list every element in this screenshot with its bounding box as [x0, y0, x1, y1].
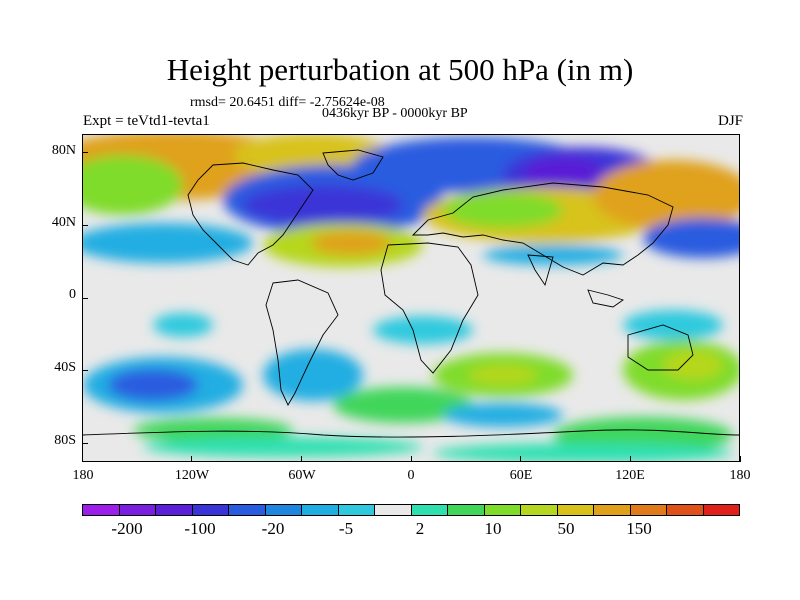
figure-title: Height perturbation at 500 hPa (in m) [166, 52, 634, 87]
colorbar-segment [484, 505, 521, 515]
coastlines [83, 149, 739, 438]
experiment-label: Expt = teVtd1-tevta1 [83, 113, 210, 129]
colorbar-label: -5 [338, 519, 354, 538]
y-tick [82, 370, 88, 372]
colorbar-segment [594, 505, 631, 515]
season-label: DJF [717, 113, 743, 129]
x-label-60w: 60W [288, 468, 316, 483]
contour-map [83, 135, 739, 461]
colorbar-label: -100 [184, 519, 216, 538]
colorbar [82, 504, 740, 516]
x-tick [410, 456, 412, 462]
x-label-120w: 120W [174, 468, 210, 483]
colorbar-label: 150 [626, 519, 652, 538]
x-label-0: 0 [407, 468, 415, 483]
colorbar-segment [229, 505, 266, 515]
colorbar-segment [375, 505, 412, 515]
contour-fields [83, 135, 739, 461]
y-label-80n: 80N [51, 143, 76, 158]
colorbar-label: 50 [557, 519, 575, 538]
y-label-0: 0 [69, 287, 76, 302]
y-tick [82, 224, 88, 226]
y-tick [82, 297, 88, 299]
y-tick [82, 443, 88, 445]
y-label-40n: 40N [51, 215, 76, 230]
colorbar-segment [338, 505, 375, 515]
y-label-80s: 80S [54, 433, 76, 448]
colorbar-segment [192, 505, 229, 515]
x-tick [300, 456, 302, 462]
x-tick [739, 456, 741, 462]
colorbar-segment [411, 505, 448, 515]
colorbar-segment [119, 505, 156, 515]
map-panel [82, 134, 740, 462]
colorbar-label: -20 [261, 519, 285, 538]
x-label-60e: 60E [509, 468, 533, 483]
colorbar-segment [667, 505, 704, 515]
colorbar-segment [156, 505, 193, 515]
colorbar-label: 10 [484, 519, 502, 538]
colorbar-segment [83, 505, 120, 515]
colorbar-segment [265, 505, 302, 515]
x-tick [520, 456, 522, 462]
x-label-180w: 180 [72, 468, 94, 483]
colorbar-segment [521, 505, 558, 515]
colorbar-label: 2 [415, 519, 425, 538]
x-label-180e: 180 [729, 468, 751, 483]
colorbar-segment [557, 505, 594, 515]
x-tick [81, 456, 83, 462]
colorbar-label: -200 [111, 519, 143, 538]
x-tick [191, 456, 193, 462]
colorbar-segment [448, 505, 485, 515]
colorbar-segment [703, 505, 739, 515]
colorbar-segment [630, 505, 667, 515]
y-tick [82, 151, 88, 153]
period-text: 0436kyr BP - 0000kyr BP [322, 106, 468, 121]
x-label-120e: 120E [615, 468, 645, 483]
x-tick [629, 456, 631, 462]
stats-text: rmsd= 20.6451 diff= -2.75624e-08 [190, 95, 385, 110]
y-label-40s: 40S [54, 360, 76, 375]
colorbar-segment [302, 505, 339, 515]
